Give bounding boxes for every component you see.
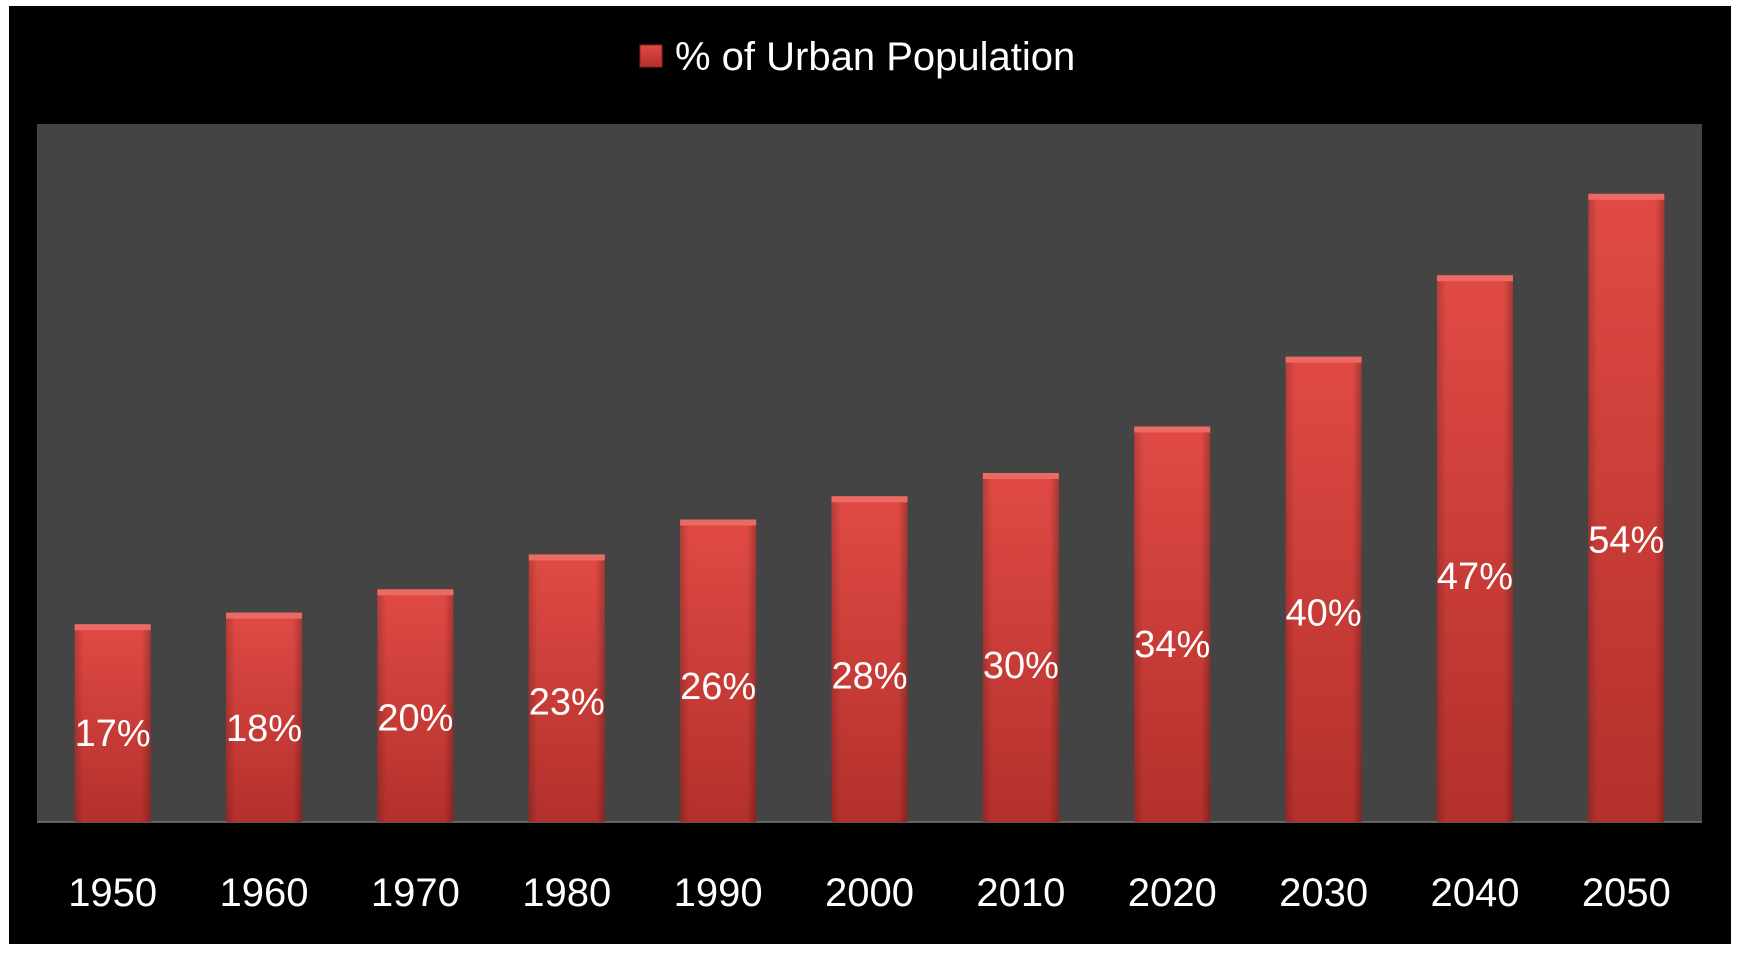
x-tick-label-2000: 2000 — [825, 871, 914, 915]
data-labels-group: 17% 18% 20% 23% 26% 28% 30% 34% 40% 47% 54% — [75, 519, 1665, 755]
bars-group — [74, 193, 1665, 823]
bar-shade-2010 — [982, 473, 1059, 822]
x-tick-label-1970: 1970 — [371, 871, 460, 915]
bar-shade-2050 — [1588, 193, 1665, 823]
bar-shade-2020 — [1134, 426, 1211, 822]
bar-chart: % of Urban Population 17% 18% 20% 23% 26% 28%… — [37, 35, 1702, 915]
bar-top-2030 — [1285, 356, 1362, 363]
x-tick-label-1990: 1990 — [674, 871, 763, 915]
data-label-2030: 40% — [1286, 593, 1362, 635]
bar-top-1980 — [528, 554, 605, 561]
bar-shade-1990 — [680, 519, 757, 822]
legend-swatch — [639, 44, 663, 68]
bar-top-1990 — [680, 519, 757, 526]
legend-label: % of Urban Population — [675, 35, 1075, 79]
bar-shade-1950 — [74, 624, 151, 822]
x-tick-label-2010: 2010 — [976, 871, 1065, 915]
x-tick-label-1980: 1980 — [522, 871, 611, 915]
bar-top-1950 — [74, 624, 151, 631]
data-label-2020: 34% — [1134, 624, 1210, 666]
x-tick-label-2020: 2020 — [1128, 871, 1217, 915]
bar-shade-1980 — [528, 554, 605, 822]
x-tick-label-2030: 2030 — [1279, 871, 1368, 915]
x-tick-label-1960: 1960 — [220, 871, 309, 915]
bar-shade-2040 — [1436, 275, 1513, 822]
data-label-1980: 23% — [529, 682, 605, 724]
legend: % of Urban Population — [639, 35, 1075, 79]
data-label-2000: 28% — [831, 655, 907, 697]
bar-shade-2000 — [831, 496, 908, 822]
data-label-1960: 18% — [226, 708, 302, 750]
bar-top-2050 — [1588, 193, 1665, 200]
chart-canvas: % of Urban Population 17% 18% 20% 23% 26% 28%… — [9, 6, 1731, 944]
bar-top-2020 — [1134, 426, 1211, 433]
bar-shade-2030 — [1285, 356, 1362, 822]
x-tick-labels-group: 1950 1960 1970 1980 1990 2000 2010 2020 2030 2040… — [68, 871, 1671, 915]
x-tick-label-2050: 2050 — [1582, 871, 1671, 915]
bar-shade-1960 — [226, 612, 303, 822]
bar-top-2040 — [1436, 275, 1513, 282]
bar-top-1960 — [226, 612, 303, 619]
data-label-1970: 20% — [377, 697, 453, 739]
x-tick-label-1950: 1950 — [68, 871, 157, 915]
bar-top-1970 — [377, 589, 454, 596]
data-label-1950: 17% — [75, 713, 151, 755]
data-label-2010: 30% — [983, 645, 1059, 687]
bar-top-2000 — [831, 496, 908, 503]
data-label-2040: 47% — [1437, 556, 1513, 598]
data-label-1990: 26% — [680, 666, 756, 708]
bar-top-2010 — [982, 473, 1059, 479]
bar-shade-1970 — [377, 589, 454, 822]
data-label-2050: 54% — [1588, 519, 1664, 561]
x-tick-label-2040: 2040 — [1430, 871, 1519, 915]
